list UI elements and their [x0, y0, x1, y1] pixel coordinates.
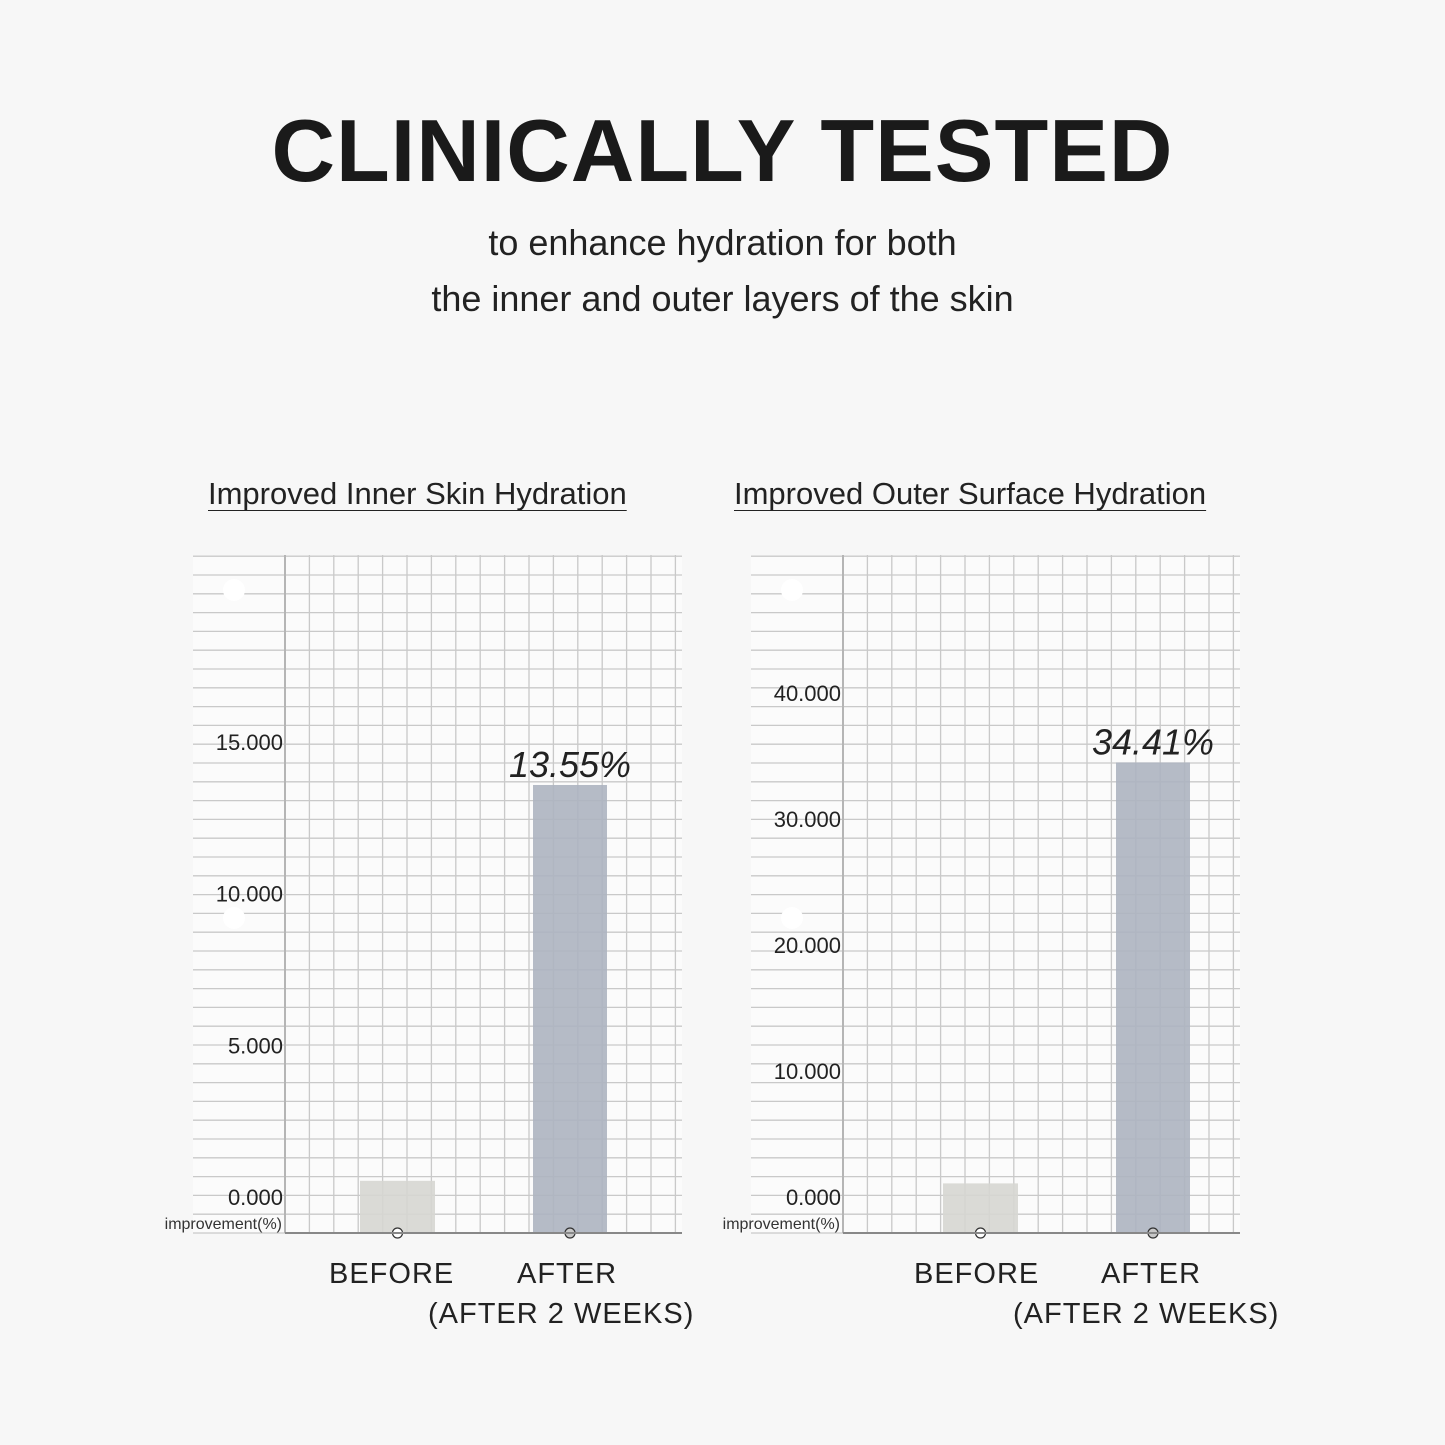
- data-label: 13.55%: [509, 744, 631, 785]
- x-sublabel-after-inner: (AFTER 2 WEEKS): [428, 1298, 695, 1330]
- y-tick-label: 15.000: [216, 730, 283, 755]
- y-tick-label: 10.000: [216, 882, 283, 907]
- binder-hole: [781, 579, 803, 601]
- bar-before: [360, 1180, 435, 1233]
- y-tick-label: 30.000: [774, 807, 841, 832]
- x-label-after-inner: AFTER: [517, 1258, 618, 1290]
- data-label: 34.41%: [1092, 721, 1214, 762]
- bar-after: [533, 784, 607, 1233]
- page-title: CLINICALLY TESTED: [271, 101, 1174, 200]
- y-axis-label: improvement(%): [723, 1216, 840, 1233]
- y-tick-label: 0.000: [228, 1185, 283, 1210]
- x-label-before-inner: BEFORE: [329, 1258, 455, 1290]
- y-tick-label: 40.000: [774, 681, 841, 706]
- chart-title-inner: Improved Inner Skin Hydration: [208, 476, 627, 511]
- y-tick-label: 20.000: [774, 933, 841, 958]
- chart-title-outer: Improved Outer Surface Hydration: [734, 476, 1207, 511]
- binder-hole: [223, 907, 245, 929]
- y-tick-label: 10.000: [774, 1059, 841, 1084]
- chart-inner: 0.000 5.000 10.000 15.000 improvement(%) 13.5…: [165, 555, 682, 1239]
- x-label-after-outer: AFTER: [1101, 1258, 1202, 1290]
- binder-hole: [781, 907, 803, 929]
- y-tick-label: 0.000: [786, 1185, 841, 1210]
- x-sublabel-after-outer: (AFTER 2 WEEKS): [1013, 1298, 1280, 1330]
- y-axis-label: improvement(%): [165, 1216, 282, 1233]
- chart-outer: 0.000 10.000 20.000 30.000 40.000 improvement…: [723, 555, 1240, 1239]
- subtitle-line-2: the inner and outer layers of the skin: [431, 278, 1014, 319]
- binder-hole: [223, 579, 245, 601]
- x-label-before-outer: BEFORE: [914, 1258, 1040, 1290]
- bar-after: [1116, 762, 1190, 1233]
- bar-before: [943, 1183, 1018, 1233]
- y-tick-label: 5.000: [228, 1033, 283, 1058]
- subtitle-line-1: to enhance hydration for both: [488, 222, 957, 263]
